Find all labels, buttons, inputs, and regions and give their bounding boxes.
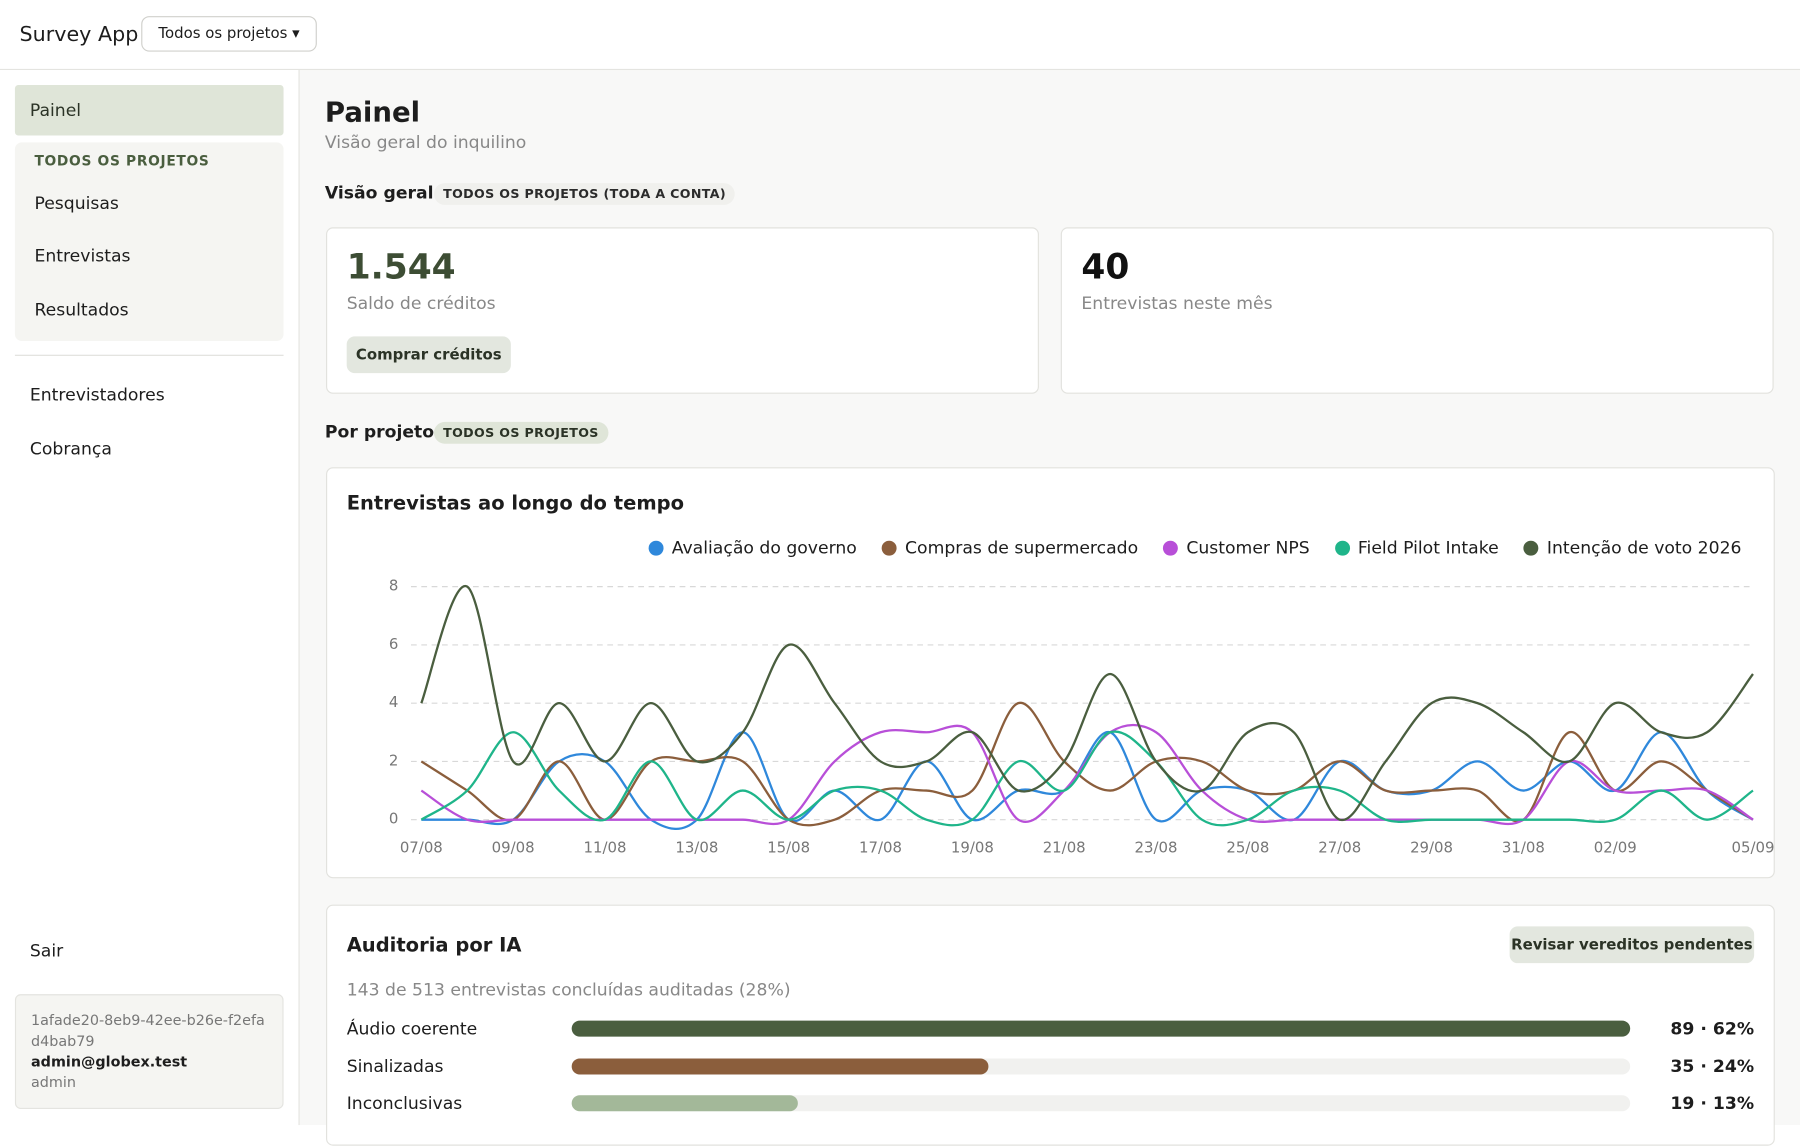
- bar-track: [571, 1095, 1631, 1112]
- legend-swatch: [882, 540, 898, 556]
- x-tick-label: 27/08: [1318, 838, 1361, 856]
- audit-summary: 143 de 513 entrevistas concluídas audita…: [346, 979, 791, 1000]
- x-tick-label: 29/08: [1410, 838, 1453, 856]
- account-box: 1afade20-8eb9-42ee-b26e-f2efad4bab79 adm…: [14, 994, 284, 1109]
- nav-item[interactable]: Pesquisas: [34, 192, 119, 214]
- stat-label: Entrevistas neste mês: [1081, 292, 1273, 314]
- nav-active[interactable]: Painel: [14, 84, 284, 136]
- x-tick-label: 23/08: [1135, 838, 1178, 856]
- x-tick-label: 25/08: [1226, 838, 1269, 856]
- x-tick-label: 09/08: [492, 838, 535, 856]
- x-tick-label: 31/08: [1502, 838, 1545, 856]
- legend-label: Customer NPS: [1186, 537, 1310, 558]
- series-line: [420, 730, 1754, 827]
- row-label: Sinalizadas: [346, 1055, 444, 1077]
- legend-label: Intenção de voto 2026: [1546, 537, 1742, 558]
- legend-swatch: [1163, 540, 1179, 556]
- x-tick-label: 05/09: [1732, 838, 1775, 856]
- stat-value: 1.544: [346, 247, 456, 288]
- legend-swatch: [1523, 540, 1539, 556]
- row-value: 89 · 62%: [1670, 1018, 1755, 1039]
- section-title: Por projeto: [324, 421, 435, 442]
- logout[interactable]: Sair: [29, 940, 64, 961]
- series-line: [420, 723, 1754, 826]
- section-badge: TODOS OS PROJETOS: [433, 421, 608, 444]
- account-role: admin: [30, 1073, 76, 1091]
- nav-group: TODOS OS PROJETOS Pesquisas Entrevistas …: [14, 142, 284, 341]
- x-tick-label: 11/08: [584, 838, 627, 856]
- bar: [571, 1095, 798, 1112]
- x-tick-label: 02/09: [1594, 838, 1637, 856]
- legend-item: Avaliação do governo: [648, 537, 857, 558]
- stat-card: 1.544 Saldo de créditos Comprar créditos: [326, 227, 1039, 394]
- series-line: [420, 585, 1754, 821]
- chart-card: Entrevistas ao longo do tempo Avaliação …: [326, 467, 1775, 879]
- x-tick-label: 13/08: [675, 838, 718, 856]
- series-line: [420, 701, 1754, 827]
- section-badge: TODOS OS PROJETOS (TODA A CONTA): [433, 183, 736, 205]
- review-button[interactable]: Revisar vereditos pendentes: [1509, 926, 1755, 964]
- stat-card: 40 Entrevistas neste mês: [1060, 227, 1774, 394]
- page-subtitle: Visão geral do inquilino: [324, 132, 527, 153]
- top-bar: Survey App Todos os projetos ▾: [0, 0, 1800, 71]
- x-tick-label: 21/08: [1043, 838, 1086, 856]
- nav-item[interactable]: Cobrança: [29, 438, 112, 460]
- x-tick-label: 19/08: [951, 838, 994, 856]
- sidebar: Painel TODOS OS PROJETOS Pesquisas Entre…: [0, 70, 300, 1126]
- chart-title: Entrevistas ao longo do tempo: [346, 492, 685, 516]
- chart: 0 2 4 6 8 07/08 09/08 11/08 13/08 15/08 17/08 19/08…: [389, 577, 1775, 857]
- section-title: Visão geral: [324, 182, 434, 204]
- nav-label: Painel: [29, 99, 82, 121]
- x-tick-label: 17/08: [859, 838, 902, 856]
- row-label: Áudio coerente: [346, 1018, 478, 1039]
- y-tick-label: 0: [389, 810, 398, 828]
- row-value: 35 · 24%: [1670, 1055, 1755, 1077]
- legend-item: Intenção de voto 2026: [1523, 537, 1742, 558]
- y-tick-label: 2: [389, 751, 398, 769]
- nav-item[interactable]: Resultados: [34, 299, 129, 321]
- tenant-id: 1afade20-8eb9-42ee-b26e-f2efad4bab79: [30, 1011, 265, 1050]
- x-tick-label: 15/08: [767, 838, 810, 856]
- nav-item[interactable]: Entrevistadores: [29, 384, 165, 406]
- divider: [14, 354, 284, 356]
- legend-label: Avaliação do governo: [671, 537, 857, 558]
- bar: [571, 1020, 1631, 1037]
- stat-label: Saldo de créditos: [346, 292, 496, 314]
- audit-title: Auditoria por IA: [346, 934, 522, 958]
- y-tick-label: 6: [389, 635, 398, 653]
- row-value: 19 · 13%: [1670, 1092, 1755, 1114]
- legend-swatch: [648, 540, 664, 556]
- app-name: Survey App: [19, 22, 139, 47]
- nav-group-title: TODOS OS PROJETOS: [34, 152, 210, 169]
- audit-card: Auditoria por IA Revisar vereditos pende…: [326, 904, 1775, 1146]
- legend-label: Compras de supermercado: [905, 537, 1139, 558]
- legend-swatch: [1334, 540, 1350, 556]
- y-tick-label: 4: [389, 693, 398, 711]
- stat-value: 40: [1081, 247, 1130, 288]
- x-tick-label: 07/08: [400, 838, 443, 856]
- legend-item: Compras de supermercado: [882, 537, 1138, 558]
- account-email: admin@globex.test: [30, 1052, 188, 1070]
- legend-item: Field Pilot Intake: [1334, 537, 1499, 558]
- row-label: Inconclusivas: [346, 1092, 463, 1114]
- buy-credits-button[interactable]: Comprar créditos: [346, 336, 511, 374]
- y-tick-label: 8: [389, 577, 398, 595]
- legend-item: Customer NPS: [1163, 537, 1310, 558]
- legend-label: Field Pilot Intake: [1357, 537, 1499, 558]
- bar: [571, 1057, 988, 1074]
- project-selector[interactable]: Todos os projetos ▾: [141, 16, 317, 52]
- legend: Avaliação do governo Compras de supermerc…: [648, 537, 1742, 558]
- nav-item[interactable]: Entrevistas: [34, 245, 131, 267]
- page-title: Painel: [324, 96, 421, 129]
